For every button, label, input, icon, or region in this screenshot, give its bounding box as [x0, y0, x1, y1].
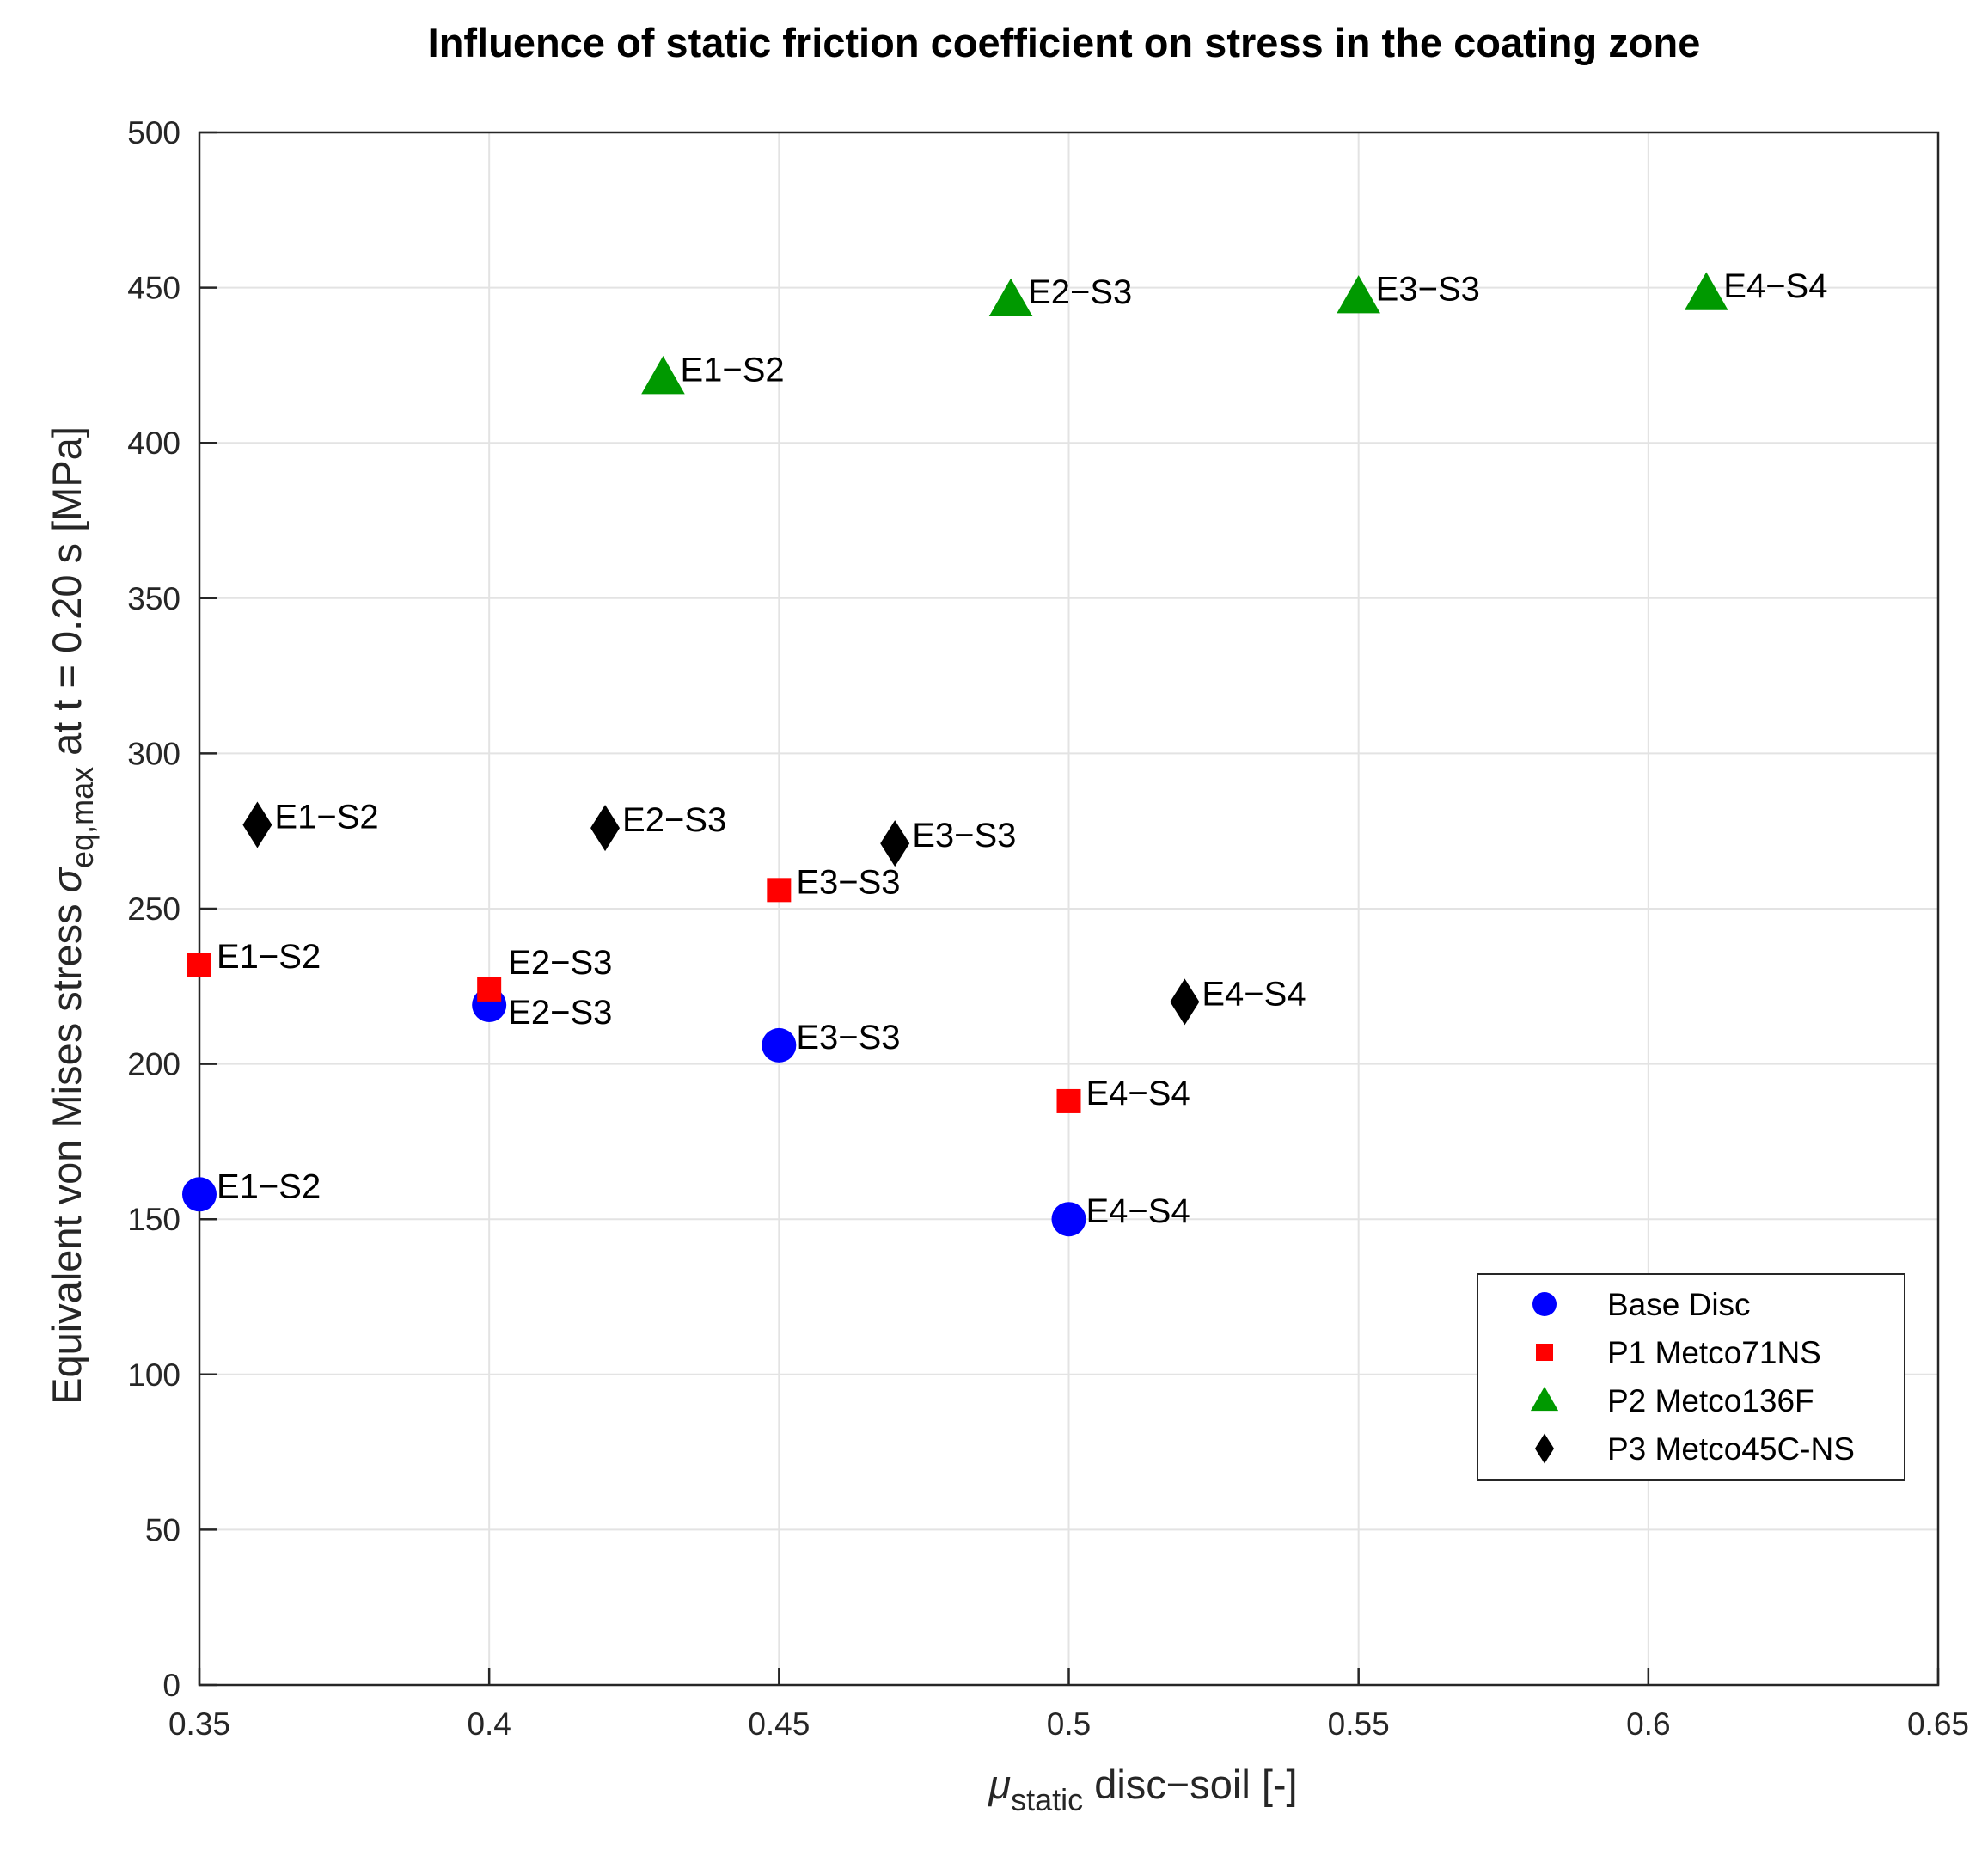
- p2-metco136f-point: [1337, 275, 1380, 314]
- y-tick-label: 0: [162, 1668, 180, 1703]
- legend: Base Disc P1 Metco71NS P2 Metco136F P3 Metc…: [1477, 1273, 1905, 1481]
- y-tick-label: 150: [127, 1202, 180, 1237]
- p1-metco71ns-point-label: E2−S3: [508, 944, 612, 982]
- x-tick-label: 0.65: [1907, 1706, 1969, 1742]
- y-tick-label: 250: [127, 891, 180, 927]
- legend-marker-base-disc: [1532, 1292, 1557, 1316]
- base-disc-point-label: E3−S3: [796, 1019, 900, 1057]
- p1-metco71ns-point: [1056, 1088, 1081, 1113]
- base-disc-point-label: E2−S3: [508, 994, 612, 1032]
- base-disc-point: [762, 1027, 797, 1063]
- y-tick-label: 400: [127, 426, 180, 461]
- p2-metco136f-point: [1684, 272, 1728, 310]
- y-tick-label: 450: [127, 271, 180, 306]
- data-points: [182, 272, 1728, 1237]
- p1-metco71ns-point: [477, 977, 502, 1002]
- x-tick-label: 0.6: [1626, 1706, 1670, 1742]
- base-disc-point: [182, 1177, 217, 1212]
- axes: 0.35 0.4 0.45 0.5 0.55 0.6 0.65 0 50 100 150 200 250…: [127, 115, 1969, 1742]
- y-tick-label: 100: [127, 1357, 180, 1393]
- p1-metco71ns-point-label: E3−S3: [796, 863, 900, 901]
- legend-marker-p2-metco136f: [1530, 1386, 1559, 1412]
- p3-metco45c-ns-point-label: E3−S3: [912, 817, 1016, 855]
- x-tick-label: 0.55: [1328, 1706, 1390, 1742]
- p2-metco136f-point-label: E1−S2: [680, 351, 784, 389]
- chart-title: Influence of static friction coefficient…: [428, 20, 1701, 65]
- base-disc-point: [1051, 1202, 1086, 1237]
- y-axis-prefix: Equivalent von Mises stress: [44, 892, 89, 1405]
- legend-marker-p1-metco71ns: [1536, 1344, 1553, 1361]
- p1-metco71ns-point-label: E1−S2: [217, 938, 321, 976]
- p2-metco136f-point-label: E4−S4: [1723, 267, 1827, 305]
- y-tick-label: 50: [145, 1512, 180, 1547]
- p1-metco71ns-point: [187, 953, 211, 977]
- legend-label-base-disc: Base Disc: [1607, 1287, 1751, 1322]
- x-axis-label: μstatic disc−soil [-]: [988, 1761, 1297, 1817]
- legend-label-p3-metco45c-ns: P3 Metco45C-NS: [1607, 1431, 1855, 1467]
- p3-metco45c-ns-point-label: E1−S2: [274, 798, 378, 836]
- legend-label-p1-metco71ns: P1 Metco71NS: [1607, 1335, 1821, 1370]
- x-axis-subscript: static: [1011, 1782, 1083, 1817]
- x-tick-label: 0.45: [748, 1706, 810, 1742]
- x-axis-symbol: μ: [988, 1761, 1011, 1807]
- y-axis-label: Equivalent von Mises stress σeq,max at t…: [44, 426, 100, 1405]
- p3-metco45c-ns-point: [590, 805, 621, 852]
- y-tick-label: 350: [127, 581, 180, 616]
- x-tick-label: 0.4: [467, 1706, 511, 1742]
- x-tick-label: 0.5: [1047, 1706, 1091, 1742]
- p2-metco136f-point-label: E3−S3: [1376, 270, 1480, 308]
- p3-metco45c-ns-point-label: E4−S4: [1202, 975, 1306, 1013]
- p3-metco45c-ns-point: [1170, 978, 1200, 1026]
- x-tick-label: 0.35: [168, 1706, 230, 1742]
- y-tick-label: 200: [127, 1047, 180, 1082]
- p2-metco136f-point: [988, 278, 1033, 317]
- legend-label-p2-metco136f: P2 Metco136F: [1607, 1383, 1814, 1418]
- y-axis-symbol: σ: [44, 867, 89, 892]
- p2-metco136f-point: [641, 356, 685, 395]
- base-disc-point-label: E4−S4: [1086, 1192, 1190, 1230]
- y-axis-suffix: at t = 0.20 s [MPa]: [44, 426, 89, 767]
- y-tick-label: 500: [127, 115, 180, 150]
- legend-marker-p3-metco45c-ns: [1534, 1433, 1555, 1464]
- y-axis-subscript: eq,max: [64, 767, 100, 868]
- p1-metco71ns-point-label: E4−S4: [1086, 1075, 1190, 1112]
- p1-metco71ns-point: [767, 878, 792, 903]
- p3-metco45c-ns-point: [242, 801, 272, 848]
- point-labels: E1−S2 E2−S3 E3−S3 E4−S4 E1−S2 E2−S3 E3−S3 E4−S4…: [217, 267, 1827, 1230]
- base-disc-point-label: E1−S2: [217, 1167, 321, 1205]
- p2-metco136f-point-label: E2−S3: [1028, 273, 1132, 311]
- p3-metco45c-ns-point: [880, 820, 910, 867]
- y-tick-label: 300: [127, 736, 180, 771]
- p3-metco45c-ns-point-label: E2−S3: [622, 801, 726, 839]
- x-axis-text: disc−soil [-]: [1083, 1761, 1297, 1807]
